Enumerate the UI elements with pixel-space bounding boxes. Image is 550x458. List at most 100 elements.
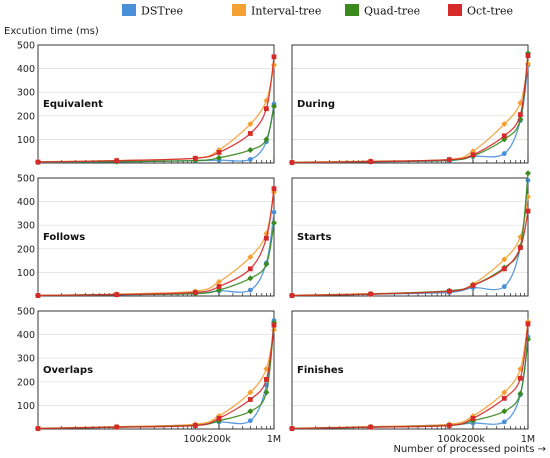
- data-point: [35, 426, 41, 431]
- data-point: [263, 235, 269, 241]
- y-tick-label: 300: [17, 221, 35, 232]
- series-line-interval-tree: [37, 64, 275, 163]
- y-tick-label: 100: [17, 135, 35, 146]
- data-point: [289, 293, 295, 298]
- y-tick-label: 100: [17, 401, 35, 412]
- legend-item: DSTree: [122, 4, 183, 18]
- y-tick-label: 200: [17, 377, 35, 388]
- data-point: [35, 293, 41, 298]
- legend-label: Interval-tree: [251, 5, 321, 18]
- data-point: [247, 275, 254, 282]
- panel-title: Follows: [43, 232, 85, 243]
- y-tick-label: 300: [17, 88, 35, 99]
- y-tick-label: 300: [17, 354, 35, 365]
- legend-label: Quad-tree: [364, 5, 420, 18]
- data-point: [247, 131, 253, 136]
- legend-item: Interval-tree: [232, 4, 321, 18]
- data-point: [114, 424, 120, 430]
- data-point: [247, 147, 254, 154]
- series-line-interval-tree: [37, 192, 275, 296]
- data-point: [289, 160, 295, 165]
- data-point: [247, 254, 254, 261]
- x-tick-label: 1M: [521, 434, 535, 445]
- series-line-interval-tree: [291, 196, 529, 296]
- data-point: [216, 415, 222, 421]
- data-point: [501, 408, 508, 415]
- panels: 100 200 300 400 500 Equivalent During 100 200 300…: [17, 41, 535, 446]
- legend-item: Oct-tree: [448, 4, 513, 18]
- series-line-oct-tree: [291, 323, 529, 430]
- data-point: [247, 418, 253, 424]
- data-point: [216, 278, 223, 285]
- data-point: [525, 170, 531, 177]
- plot-frame: [37, 310, 275, 430]
- x-tick-label: 200k: [461, 434, 485, 445]
- data-point: [470, 152, 476, 158]
- data-point: [247, 121, 254, 128]
- data-point: [263, 106, 269, 112]
- y-tick-label: 100: [17, 268, 35, 279]
- data-point: [216, 149, 222, 155]
- data-point: [517, 112, 523, 118]
- data-point: [517, 390, 524, 397]
- y-tick-label: 400: [17, 330, 35, 341]
- series-line-oct-tree: [37, 325, 275, 430]
- x-tick-label: 100k: [438, 434, 462, 445]
- legend-swatch: [448, 4, 462, 16]
- data-point: [525, 208, 531, 214]
- series-line-quad-tree: [37, 106, 275, 163]
- data-point: [501, 256, 508, 263]
- data-point: [289, 426, 295, 431]
- series-line-dstree: [291, 336, 529, 430]
- data-point: [216, 284, 222, 289]
- data-point: [114, 292, 120, 297]
- data-point: [271, 103, 277, 110]
- data-point: [501, 419, 507, 425]
- data-point: [501, 133, 507, 139]
- y-tick-label: 200: [17, 244, 35, 255]
- y-tick-label: 500: [17, 174, 35, 185]
- panel-title: Equivalent: [43, 99, 103, 110]
- x-tick-label: 100k: [184, 434, 208, 445]
- panel-title: Finishes: [297, 365, 344, 376]
- y-tick-label: 200: [17, 111, 35, 122]
- data-point: [446, 288, 452, 294]
- data-point: [216, 154, 223, 161]
- data-point: [368, 291, 374, 297]
- data-point: [247, 287, 253, 293]
- data-point: [470, 282, 476, 288]
- x-tick-label: 1M: [267, 434, 281, 445]
- panel-title: Overlaps: [43, 365, 93, 376]
- series-line-quad-tree: [291, 339, 529, 430]
- series-line-interval-tree: [37, 329, 275, 429]
- data-point: [192, 290, 198, 295]
- series-line-oct-tree: [291, 210, 529, 297]
- y-tick-label: 500: [17, 41, 35, 52]
- data-point: [525, 321, 531, 327]
- y-axis-label: Excution time (ms): [4, 26, 99, 37]
- y-tick-label: 400: [17, 64, 35, 75]
- data-point: [192, 155, 198, 161]
- y-tick-label: 500: [17, 307, 35, 318]
- plot-frame: [291, 44, 529, 164]
- chart-panel: 100 200 300 400 500 Follows: [17, 174, 277, 299]
- legend-label: DSTree: [141, 5, 183, 18]
- data-point: [35, 159, 41, 165]
- data-point: [247, 266, 253, 272]
- data-point: [271, 322, 277, 328]
- data-point: [247, 157, 253, 162]
- chart-panel: During: [289, 44, 531, 166]
- plot-frame: [37, 177, 275, 297]
- panel-title: Starts: [297, 232, 331, 243]
- data-point: [368, 159, 374, 164]
- x-axis-label: Number of processed points →: [393, 444, 546, 455]
- plot-frame: [291, 310, 529, 430]
- chart-panel: 100k 200k 1M Finishes: [289, 310, 535, 445]
- data-point: [192, 423, 198, 428]
- x-tick-label: 200k: [207, 434, 231, 445]
- legend-label: Oct-tree: [467, 5, 513, 18]
- data-point: [501, 395, 507, 401]
- chart-panel: 100 200 300 400 500 100k 200k 1M Overlaps: [17, 307, 281, 446]
- data-point: [501, 121, 508, 128]
- plot-frame: [291, 177, 529, 297]
